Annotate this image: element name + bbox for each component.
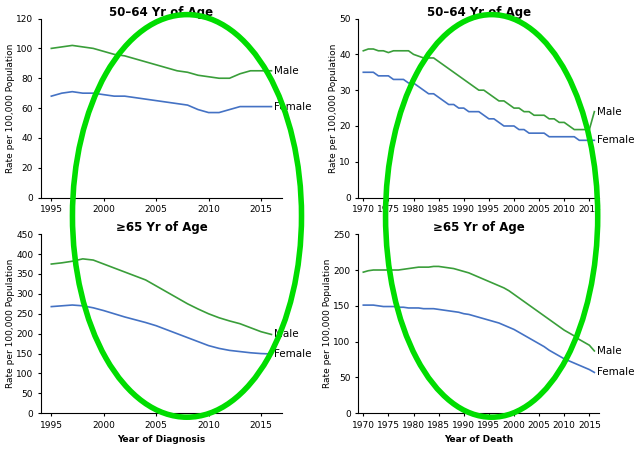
Y-axis label: Rate per 100,000 Population: Rate per 100,000 Population	[6, 259, 15, 388]
Y-axis label: Rate per 100,000 Population: Rate per 100,000 Population	[329, 43, 338, 173]
Text: Male: Male	[274, 329, 298, 339]
Text: Male: Male	[274, 66, 298, 76]
Text: Male: Male	[596, 107, 621, 117]
Y-axis label: Rate per 100,000 Population: Rate per 100,000 Population	[323, 259, 332, 388]
Y-axis label: Rate per 100,000 Population: Rate per 100,000 Population	[6, 43, 15, 173]
Text: Female: Female	[274, 349, 312, 359]
Title: 50–64 Yr of Age: 50–64 Yr of Age	[427, 5, 531, 18]
Text: Male: Male	[596, 346, 621, 356]
Text: Female: Female	[596, 135, 634, 145]
Text: Female: Female	[274, 102, 312, 112]
Text: Female: Female	[596, 368, 634, 378]
X-axis label: Year of Diagnosis: Year of Diagnosis	[117, 436, 205, 445]
Title: ≥65 Yr of Age: ≥65 Yr of Age	[433, 221, 525, 234]
Title: 50–64 Yr of Age: 50–64 Yr of Age	[109, 5, 214, 18]
X-axis label: Year of Death: Year of Death	[444, 436, 513, 445]
Title: ≥65 Yr of Age: ≥65 Yr of Age	[115, 221, 207, 234]
